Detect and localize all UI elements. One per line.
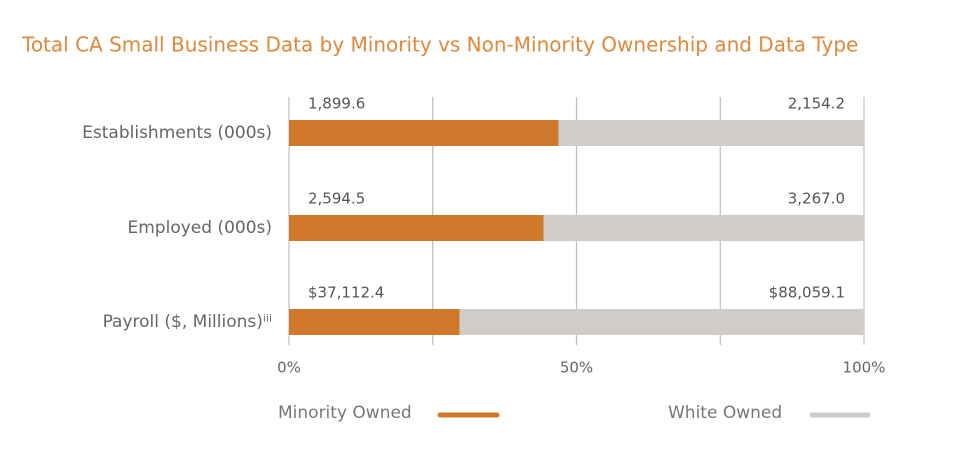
value-label: 2,594.5 [308,190,365,208]
bar-segment [543,215,864,241]
value-label: 2,154.2 [788,95,845,113]
legend-label: White Owned [668,403,782,423]
bar-segment [289,120,559,146]
x-tick-label: 100% [843,359,886,377]
value-label: 3,267.0 [788,190,845,208]
bar-segment [459,309,864,335]
category-label: Payroll ($, Millions)ⁱⁱⁱ [103,312,272,332]
bar-segment [558,120,864,146]
category-label: Employed (000s) [128,218,273,238]
legend-label: Minority Owned [278,403,412,423]
bar-segment [289,215,544,241]
value-label: $37,112.4 [308,284,384,302]
category-label: Establishments (000s) [82,123,272,143]
chart-title: Total CA Small Business Data by Minority… [21,33,858,57]
bar-segment [289,309,460,335]
x-tick-label: 50% [560,359,593,377]
x-tick-label: 0% [277,359,301,377]
value-label: 1,899.6 [308,95,365,113]
value-label: $88,059.1 [769,284,845,302]
